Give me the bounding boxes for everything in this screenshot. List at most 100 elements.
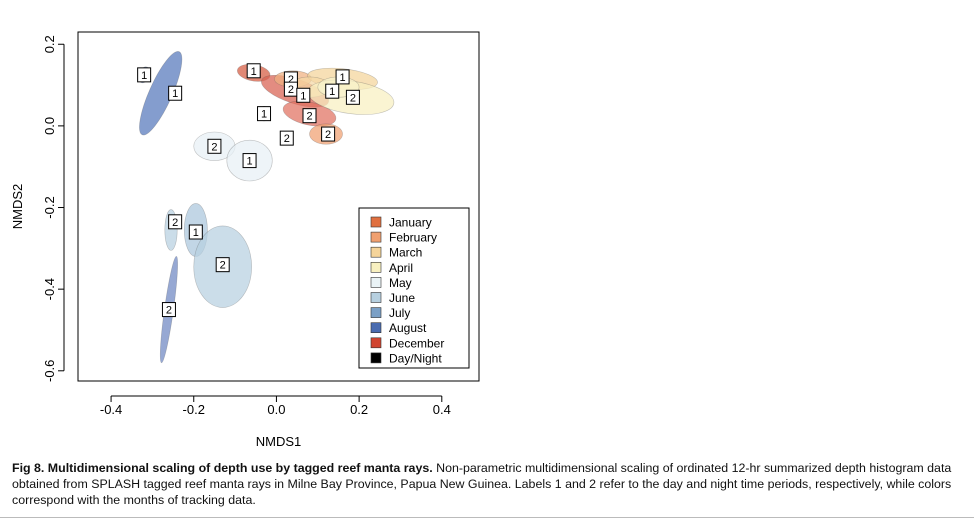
legend-item-february: February xyxy=(370,231,437,245)
legend-swatch xyxy=(370,246,382,258)
legend: JanuaryFebruaryMarchAprilMayJuneJulyAugu… xyxy=(358,207,470,369)
legend-label: December xyxy=(389,336,444,350)
legend-swatch xyxy=(370,231,382,243)
point-box xyxy=(188,224,203,240)
point-box xyxy=(168,214,183,230)
point-box xyxy=(168,85,183,101)
legend-label: April xyxy=(389,261,413,275)
legend-label: February xyxy=(389,231,437,245)
point-text: 1 xyxy=(340,72,346,84)
legend-label: March xyxy=(389,246,422,260)
point-label-1: 1 xyxy=(168,85,183,101)
point-box xyxy=(345,89,360,105)
point-label-13: 2 xyxy=(207,138,222,154)
legend-item-march: March xyxy=(370,246,422,260)
y-tick-label: 0.2 xyxy=(42,35,57,53)
legend-item-day-night: Day/Night xyxy=(370,351,442,365)
legend-swatch xyxy=(370,337,382,349)
legend-swatch xyxy=(370,292,382,303)
point-label-12: 2 xyxy=(321,126,336,142)
point-label-11: 2 xyxy=(279,130,294,146)
legend-item-april: April xyxy=(370,261,413,275)
x-tick-label: 0.2 xyxy=(350,402,368,417)
legend-swatch xyxy=(370,352,382,364)
plot-frame xyxy=(77,31,480,382)
point-box xyxy=(242,153,257,169)
point-text: 2 xyxy=(288,74,294,86)
point-box xyxy=(161,302,176,318)
legend-swatch xyxy=(370,322,382,334)
point-label-10: 2 xyxy=(302,108,317,124)
legend-item-august: August xyxy=(370,321,427,335)
point-box xyxy=(335,69,350,85)
figure-caption: Fig 8. Multidimensional scaling of depth… xyxy=(12,460,962,508)
legend-swatch xyxy=(370,277,382,288)
point-text: 1 xyxy=(261,109,267,121)
legend-label: Day/Night xyxy=(389,351,442,365)
legend-label: June xyxy=(389,291,415,305)
point-box xyxy=(325,83,340,99)
legend-item-may: May xyxy=(370,276,412,290)
point-label-8: 2 xyxy=(345,89,360,105)
legend-item-june: June xyxy=(370,291,415,305)
point-label-6: 1 xyxy=(296,87,311,103)
point-text: 1 xyxy=(246,156,252,168)
point-label-16: 1 xyxy=(188,224,203,240)
point-text: 2 xyxy=(166,305,172,317)
point-label-0: 1 xyxy=(137,67,152,83)
point-text: 2 xyxy=(288,84,294,96)
point-text: 2 xyxy=(325,129,331,141)
caption-title: Fig 8. Multidimensional scaling of depth… xyxy=(12,461,433,475)
point-box xyxy=(296,87,311,103)
point-box xyxy=(215,257,230,273)
point-label-18: 2 xyxy=(161,302,176,318)
legend-label: August xyxy=(389,321,427,335)
x-axis-label: NMDS1 xyxy=(256,434,302,449)
legend-swatch xyxy=(370,307,382,318)
caption-text: Non-parametric multidimensional scaling … xyxy=(12,461,952,507)
y-tick-label: -0.4 xyxy=(42,278,57,300)
x-tick-label: 0.4 xyxy=(433,402,451,417)
point-text: 1 xyxy=(172,88,178,100)
point-box xyxy=(302,108,317,124)
point-text: 1 xyxy=(300,90,306,102)
x-tick-label: -0.2 xyxy=(183,402,205,417)
legend-label: July xyxy=(389,306,410,320)
point-text: 1 xyxy=(193,227,199,239)
legend-item-december: December xyxy=(370,336,444,350)
point-text: 2 xyxy=(306,111,312,123)
point-box xyxy=(279,130,294,146)
point-box xyxy=(321,126,336,142)
point-text: 2 xyxy=(220,260,226,272)
legend-swatch xyxy=(370,261,382,273)
y-axis-label: NMDS2 xyxy=(10,184,25,230)
point-label-14: 1 xyxy=(242,153,257,169)
y-tick-label: -0.2 xyxy=(42,196,57,218)
legend-item-january: January xyxy=(370,216,432,230)
point-box xyxy=(207,138,222,154)
point-box xyxy=(137,67,152,83)
point-label-17: 2 xyxy=(215,257,230,273)
point-label-15: 2 xyxy=(168,214,183,230)
x-tick-label: 0.0 xyxy=(267,402,285,417)
point-text: 2 xyxy=(211,141,217,153)
y-tick-label: 0.0 xyxy=(42,117,57,135)
point-text: 1 xyxy=(141,70,147,82)
point-label-9: 1 xyxy=(257,106,272,122)
point-label-4: 1 xyxy=(335,69,350,85)
legend-item-july: July xyxy=(370,306,410,320)
y-tick-label: -0.6 xyxy=(42,360,57,382)
point-text: 1 xyxy=(251,66,257,78)
point-text: 2 xyxy=(284,133,290,145)
point-text: 2 xyxy=(172,217,178,229)
point-box xyxy=(257,106,272,122)
caption-divider xyxy=(0,517,974,518)
legend-swatch xyxy=(370,216,382,228)
point-label-5: 2 xyxy=(283,81,298,97)
point-label-7: 1 xyxy=(325,83,340,99)
point-label-2: 1 xyxy=(246,63,261,79)
legend-label: May xyxy=(389,276,412,290)
point-text: 2 xyxy=(350,92,356,104)
x-tick-label: -0.4 xyxy=(100,402,122,417)
